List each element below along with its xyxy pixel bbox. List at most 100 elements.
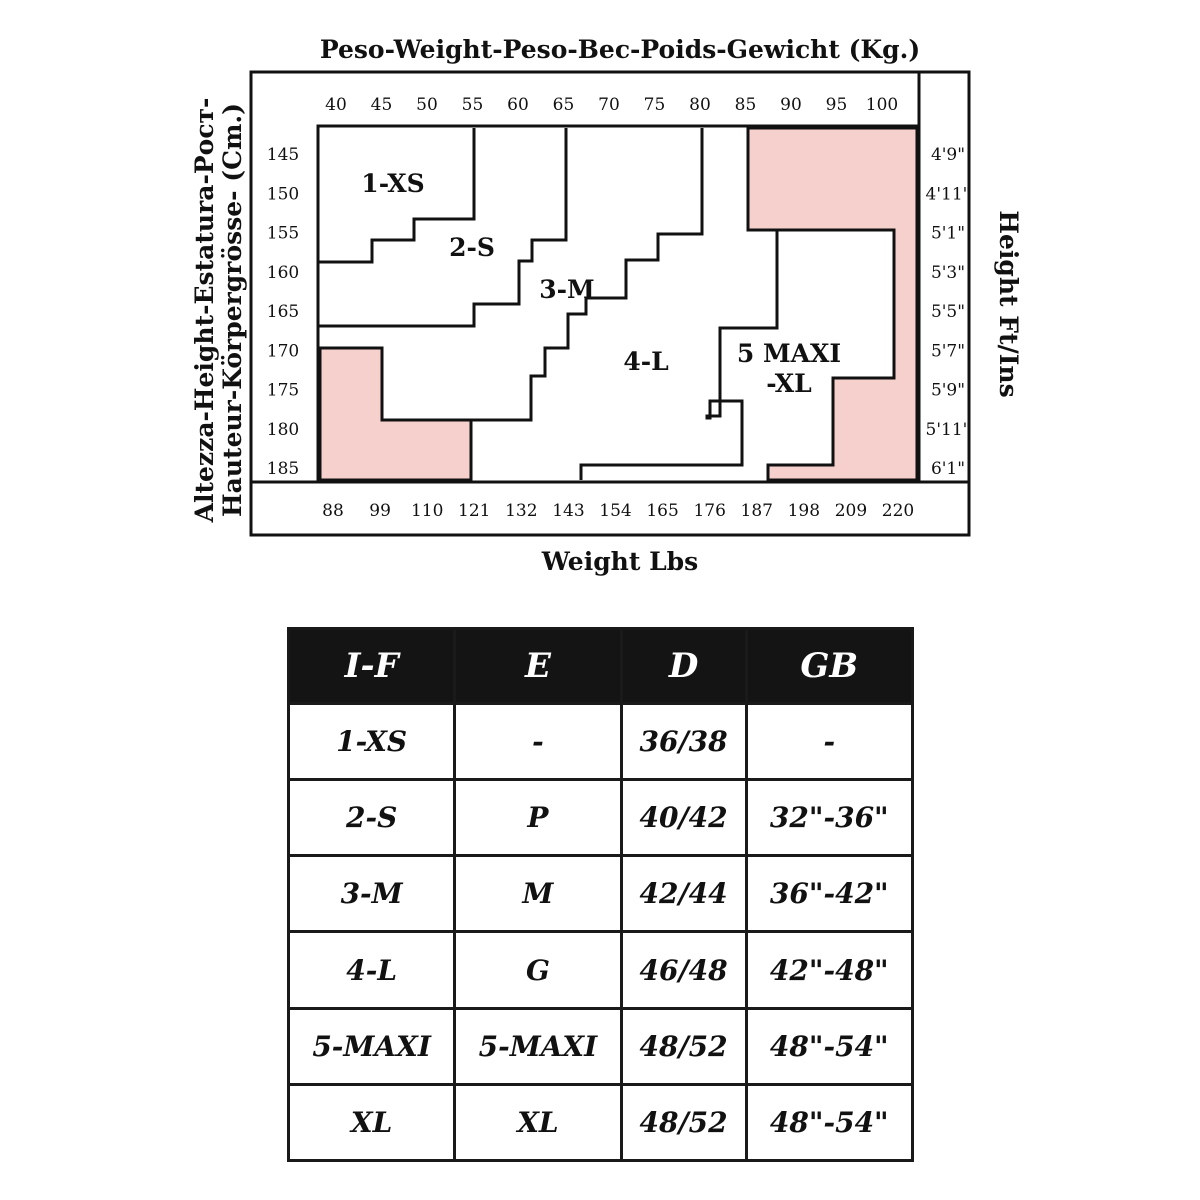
cell-gb: 32"-36": [747, 781, 911, 855]
header-gb: GB: [747, 630, 911, 702]
ftin-tick-label: 4'9": [931, 145, 965, 165]
kg-tick-label: 95: [826, 95, 848, 115]
kg-tick-label: 40: [325, 95, 347, 115]
cm-tick-label: 165: [267, 302, 299, 322]
lbs-tick-label: 220: [882, 501, 914, 521]
zone-label-1-xs: 1-XS: [361, 169, 424, 198]
cell-i-f: 5-MAXI: [290, 1009, 454, 1083]
cell-i-f: 4-L: [290, 933, 454, 1007]
cell-e: M: [456, 857, 620, 931]
zone-label-line: 1-XS: [361, 169, 424, 198]
boundary-l-xl: [579, 228, 779, 480]
table-row: 3-M M 42/44 36"-42": [290, 857, 911, 931]
cell-gb: -: [747, 705, 911, 779]
ftin-tick-label: 5'3": [931, 263, 965, 283]
lbs-tick-label: 121: [458, 501, 490, 521]
cm-axis-title-line: Hauteur-Körpergrösse- (Cm.): [218, 103, 247, 517]
cm-tick-label: 160: [267, 263, 299, 283]
kg-tick-label: 60: [507, 95, 529, 115]
lbs-tick-label: 209: [835, 501, 867, 521]
header-i-f: I-F: [290, 630, 454, 702]
cm-axis-title: Altezza-Height-Estatura-Рост-Hauteur-Kör…: [190, 98, 247, 524]
zone-label-4-l: 4-L: [623, 347, 669, 376]
boundary-m-l: [320, 128, 704, 422]
cell-d: 46/48: [622, 933, 745, 1007]
lbs-tick-label: 132: [505, 501, 537, 521]
cell-e: XL: [456, 1085, 620, 1159]
lbs-axis-title: Weight Lbs: [541, 547, 698, 576]
lbs-tick-label: 165: [646, 501, 678, 521]
cell-d: 40/42: [622, 781, 745, 855]
lbs-tick-label: 187: [741, 501, 773, 521]
lbs-tick-label: 143: [552, 501, 584, 521]
table-row: XL XL 48/52 48"-54": [290, 1085, 911, 1159]
cell-gb: 42"-48": [747, 933, 911, 1007]
cell-gb: 48"-54": [747, 1009, 911, 1083]
cell-i-f: 2-S: [290, 781, 454, 855]
size-conversion-table: I-F E D GB 1-XS - 36/38 - 2-S P 40/42 32…: [287, 627, 914, 1162]
zone-label-3-m: 3-M: [539, 275, 594, 304]
lbs-tick-label: 110: [411, 501, 443, 521]
cm-tick-label: 155: [267, 224, 299, 244]
table-row: 2-S P 40/42 32"-36": [290, 781, 911, 855]
cell-d: 42/44: [622, 857, 745, 931]
ftin-tick-label: 6'1": [931, 459, 965, 479]
cell-d: 36/38: [622, 705, 745, 779]
header-d: D: [622, 630, 745, 702]
zone-label-line: -XL: [766, 369, 812, 398]
cell-gb: 36"-42": [747, 857, 911, 931]
cm-tick-label: 150: [267, 184, 299, 204]
kg-tick-label: 45: [371, 95, 393, 115]
zone-label-line: 5 MAXI: [737, 339, 841, 368]
table-row: 4-L G 46/48 42"-48": [290, 933, 911, 1007]
cm-tick-label: 175: [267, 381, 299, 401]
cell-e: G: [456, 933, 620, 1007]
cm-tick-label: 170: [267, 341, 299, 361]
ftin-tick-label: 5'11": [926, 420, 971, 440]
kg-tick-label: 70: [598, 95, 620, 115]
kg-tick-label: 90: [780, 95, 802, 115]
header-e: E: [456, 630, 620, 702]
na-region-bottom-left: [318, 346, 473, 482]
zone-label-line: 3-M: [539, 275, 594, 304]
cm-tick-label: 145: [267, 145, 299, 165]
lbs-tick-label: 176: [693, 501, 725, 521]
table-row: 1-XS - 36/38 -: [290, 705, 911, 779]
ftin-tick-label: 5'5": [931, 302, 965, 322]
cell-e: P: [456, 781, 620, 855]
plot-area: [316, 124, 921, 484]
kg-tick-label: 100: [866, 95, 898, 115]
ftin-axis-title: Height Ft/Ins: [994, 210, 1023, 397]
size-chart: Peso-Weight-Peso-Bec-Poids-Gewicht (Kg.)…: [190, 35, 1023, 576]
cell-d: 48/52: [622, 1009, 745, 1083]
ftin-tick-label: 5'1": [931, 224, 965, 244]
kg-tick-label: 75: [644, 95, 666, 115]
ftin-tick-label: 5'9": [931, 381, 965, 401]
na-region-top-right: [746, 126, 919, 482]
lbs-tick-label: 154: [599, 501, 631, 521]
ftin-tick-label: 5'7": [931, 341, 965, 361]
cm-tick-label: 180: [267, 420, 299, 440]
ftin-tick-label: 4'11": [926, 184, 971, 204]
kg-tick-label: 50: [416, 95, 438, 115]
cell-i-f: 1-XS: [290, 705, 454, 779]
table-header-row: I-F E D GB: [290, 630, 911, 702]
cell-gb: 48"-54": [747, 1085, 911, 1159]
lbs-tick-label: 99: [369, 501, 391, 521]
zone-label-5-maxi-xl: 5 MAXI -XL: [737, 339, 841, 398]
kg-tick-label: 65: [553, 95, 575, 115]
kg-axis-title: Peso-Weight-Peso-Bec-Poids-Gewicht (Kg.): [320, 35, 920, 64]
table-row: 5-MAXI 5-MAXI 48/52 48"-54": [290, 1009, 911, 1083]
zone-label-line: 2-S: [449, 233, 495, 262]
kg-tick-label: 85: [735, 95, 757, 115]
boundary-xs-s: [318, 128, 476, 264]
zone-label-line: 4-L: [623, 347, 669, 376]
cell-i-f: XL: [290, 1085, 454, 1159]
kg-tick-label: 55: [462, 95, 484, 115]
kg-tick-label: 80: [689, 95, 711, 115]
cell-d: 48/52: [622, 1085, 745, 1159]
boundary-s-m: [318, 128, 568, 328]
cell-e: 5-MAXI: [456, 1009, 620, 1083]
chart-frame: [249, 70, 971, 537]
cell-e: -: [456, 705, 620, 779]
